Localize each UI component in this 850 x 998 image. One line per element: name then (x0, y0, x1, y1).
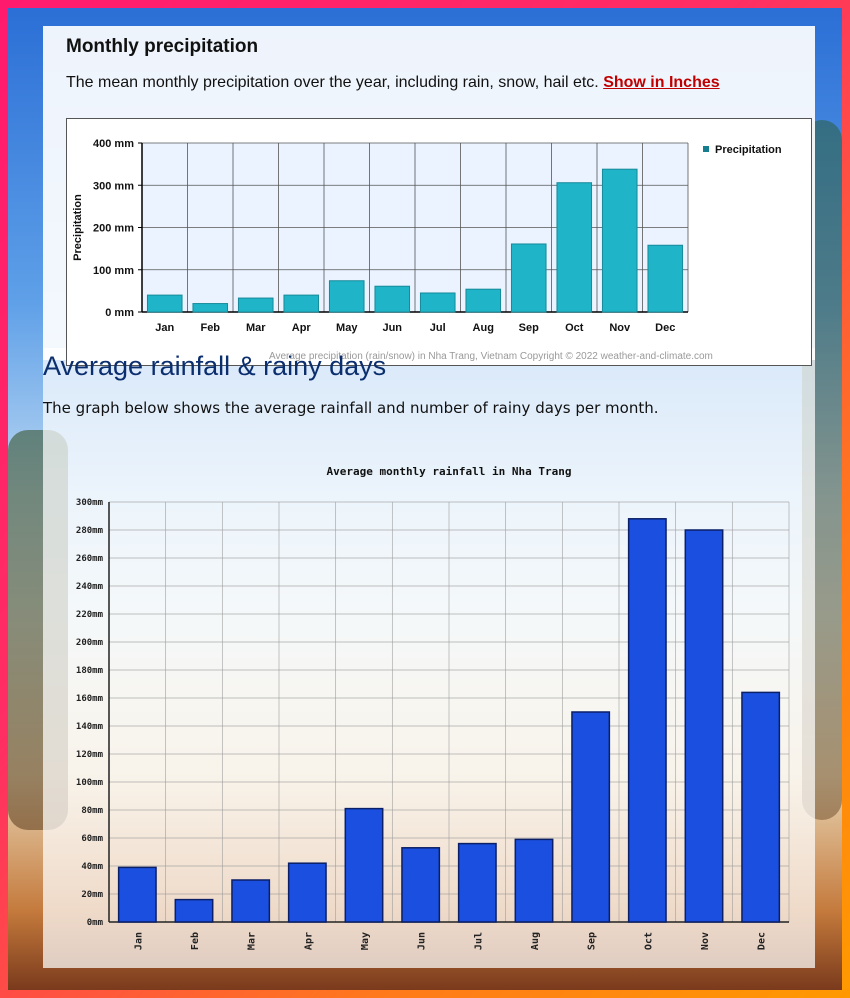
y-tick-label: 200 mm (93, 223, 134, 235)
bar-jun (401, 847, 441, 923)
bar-jun (374, 285, 411, 313)
bar-oct (556, 182, 593, 313)
y-tick-label: 400 mm (93, 138, 134, 150)
x-tick-label: Mar (246, 322, 266, 334)
bar-aug (465, 288, 502, 313)
bar-sep (510, 243, 547, 313)
x-tick-label: Oct (643, 932, 654, 950)
x-tick-label: Feb (190, 932, 201, 950)
y-tick-label: 20mm (81, 890, 103, 900)
x-tick-label: Nov (609, 322, 631, 334)
bar-feb (174, 898, 214, 923)
y-tick-label: 80mm (81, 806, 103, 816)
bar-may (328, 280, 365, 313)
rainfall-chart: Average monthly rainfall in Nha Trang 0mm… (76, 465, 790, 950)
bar-mar (237, 297, 274, 313)
y-tick-label: 200mm (76, 638, 104, 648)
bar-jul (457, 842, 497, 923)
y-tick-label: 220mm (76, 610, 104, 620)
x-tick-label: Dec (757, 932, 768, 950)
y-tick-label: 180mm (76, 666, 104, 676)
x-tick-label: Jan (133, 932, 144, 950)
x-tick-label: Sep (587, 932, 598, 950)
y-tick-label: 0 mm (105, 307, 134, 319)
x-tick-label: Aug (530, 932, 541, 950)
y-tick-label: 40mm (81, 862, 103, 872)
bar-sep (571, 711, 611, 923)
y-tick-label: 300 mm (93, 180, 134, 192)
legend-swatch (703, 146, 709, 152)
y-tick-label: 140mm (76, 722, 104, 732)
x-tick-label: May (360, 932, 371, 950)
precipitation-chart: 0 mm 100 mm 200 mm 300 mm 400 mm Precipitatio… (72, 138, 782, 362)
section-title-rainfall: Average rainfall & rainy days (43, 351, 387, 381)
bar-jan (117, 866, 157, 923)
rainfall-description: The graph below shows the average rainfa… (43, 399, 659, 417)
x-tick-label: Dec (655, 322, 675, 334)
bar-dec (741, 691, 781, 923)
bar-apr (287, 862, 327, 923)
bar-apr (283, 294, 320, 313)
chart-footer: Average precipitation (rain/snow) in Nha… (269, 351, 713, 362)
x-tick-label: Jun (382, 322, 402, 334)
x-tick-label: Jul (430, 322, 446, 334)
bar-feb (192, 303, 229, 313)
y-tick-label: 260mm (76, 554, 104, 564)
x-tick-label: Nov (700, 932, 711, 950)
precipitation-description-text: The mean monthly precipitation over the … (66, 74, 599, 91)
bar-dec (647, 244, 684, 313)
x-tick-label: May (336, 322, 358, 334)
y-tick-label: 160mm (76, 694, 104, 704)
x-tick-label: Jul (473, 932, 484, 950)
bar-mar (231, 879, 271, 923)
y-axis-label: Precipitation (72, 194, 84, 261)
y-tick-label: 300mm (76, 498, 104, 508)
x-tick-label: Jun (417, 932, 428, 950)
show-in-inches-link[interactable]: Show in Inches (603, 74, 720, 91)
bar-nov (601, 168, 638, 313)
bar-nov (684, 529, 724, 923)
y-tick-label: 0mm (87, 918, 104, 928)
y-tick-label: 100 mm (93, 265, 134, 277)
y-tick-label: 120mm (76, 750, 104, 760)
x-tick-label: Aug (473, 322, 494, 334)
x-tick-label: Apr (292, 322, 312, 334)
x-tick-label: Apr (303, 932, 314, 950)
legend-label: Precipitation (715, 144, 782, 156)
x-tick-label: Feb (200, 322, 220, 334)
bar-oct (627, 518, 667, 923)
x-tick-label: Sep (519, 322, 539, 334)
x-tick-label: Mar (247, 932, 258, 950)
y-tick-label: 240mm (76, 582, 104, 592)
y-tick-label: 280mm (76, 526, 104, 536)
x-tick-label: Jan (155, 322, 174, 334)
bar-jul (419, 292, 456, 313)
chart-title: Average monthly rainfall in Nha Trang (326, 465, 571, 478)
bar-jan (146, 294, 183, 313)
bar-aug (514, 838, 554, 923)
section-title-precipitation: Monthly precipitation (66, 36, 259, 57)
bar-may (344, 807, 384, 923)
x-tick-label: Oct (565, 322, 584, 334)
y-tick-label: 100mm (76, 778, 104, 788)
precipitation-description: The mean monthly precipitation over the … (66, 74, 720, 92)
y-tick-label: 60mm (81, 834, 103, 844)
precipitation-chart-box: 0 mm 100 mm 200 mm 300 mm 400 mm Precipitatio… (66, 118, 812, 366)
